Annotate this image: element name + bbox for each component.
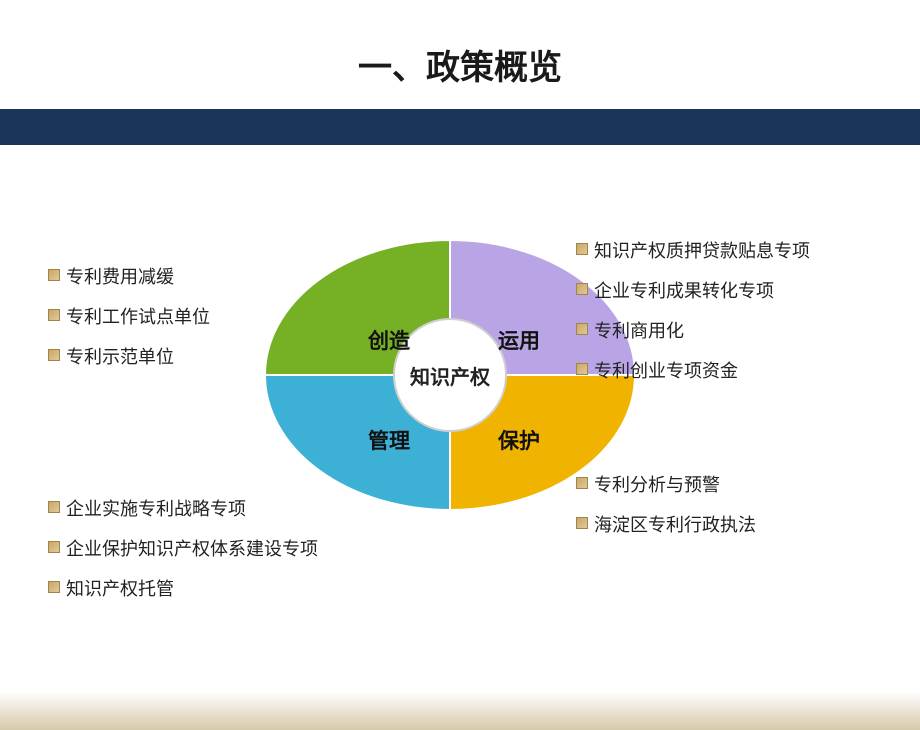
list-item: 海淀区专利行政执法 — [576, 511, 756, 537]
list-manage: 企业实施专利战略专项企业保护知识产权体系建设专项知识产权托管 — [48, 495, 318, 615]
diagram-container: 知识产权 创造 运用 管理 保护 专利费用减缓专利工作试点单位专利示范单位 知识… — [0, 175, 920, 635]
list-item: 企业专利成果转化专项 — [576, 277, 810, 303]
list-apply: 知识产权质押贷款贴息专项企业专利成果转化专项专利商用化专利创业专项资金 — [576, 237, 810, 397]
quad-label-manage: 管理 — [368, 425, 410, 455]
list-item: 专利工作试点单位 — [48, 303, 210, 329]
bottom-gradient — [0, 692, 920, 730]
center-label: 知识产权 — [410, 361, 490, 390]
page-title: 一、政策概览 — [0, 40, 920, 89]
list-item: 专利分析与预警 — [576, 471, 756, 497]
list-item: 企业实施专利战略专项 — [48, 495, 318, 521]
center-circle: 知识产权 — [393, 318, 507, 432]
list-item: 专利示范单位 — [48, 343, 210, 369]
list-item: 知识产权质押贷款贴息专项 — [576, 237, 810, 263]
list-protect: 专利分析与预警海淀区专利行政执法 — [576, 471, 756, 551]
list-create: 专利费用减缓专利工作试点单位专利示范单位 — [48, 263, 210, 383]
list-item: 知识产权托管 — [48, 575, 318, 601]
list-item: 专利商用化 — [576, 317, 810, 343]
list-item: 专利费用减缓 — [48, 263, 210, 289]
accent-bar — [0, 109, 920, 145]
list-item: 专利创业专项资金 — [576, 357, 810, 383]
quad-label-protect: 保护 — [498, 425, 540, 455]
quad-label-create: 创造 — [368, 325, 410, 355]
quad-label-apply: 运用 — [498, 325, 540, 355]
list-item: 企业保护知识产权体系建设专项 — [48, 535, 318, 561]
